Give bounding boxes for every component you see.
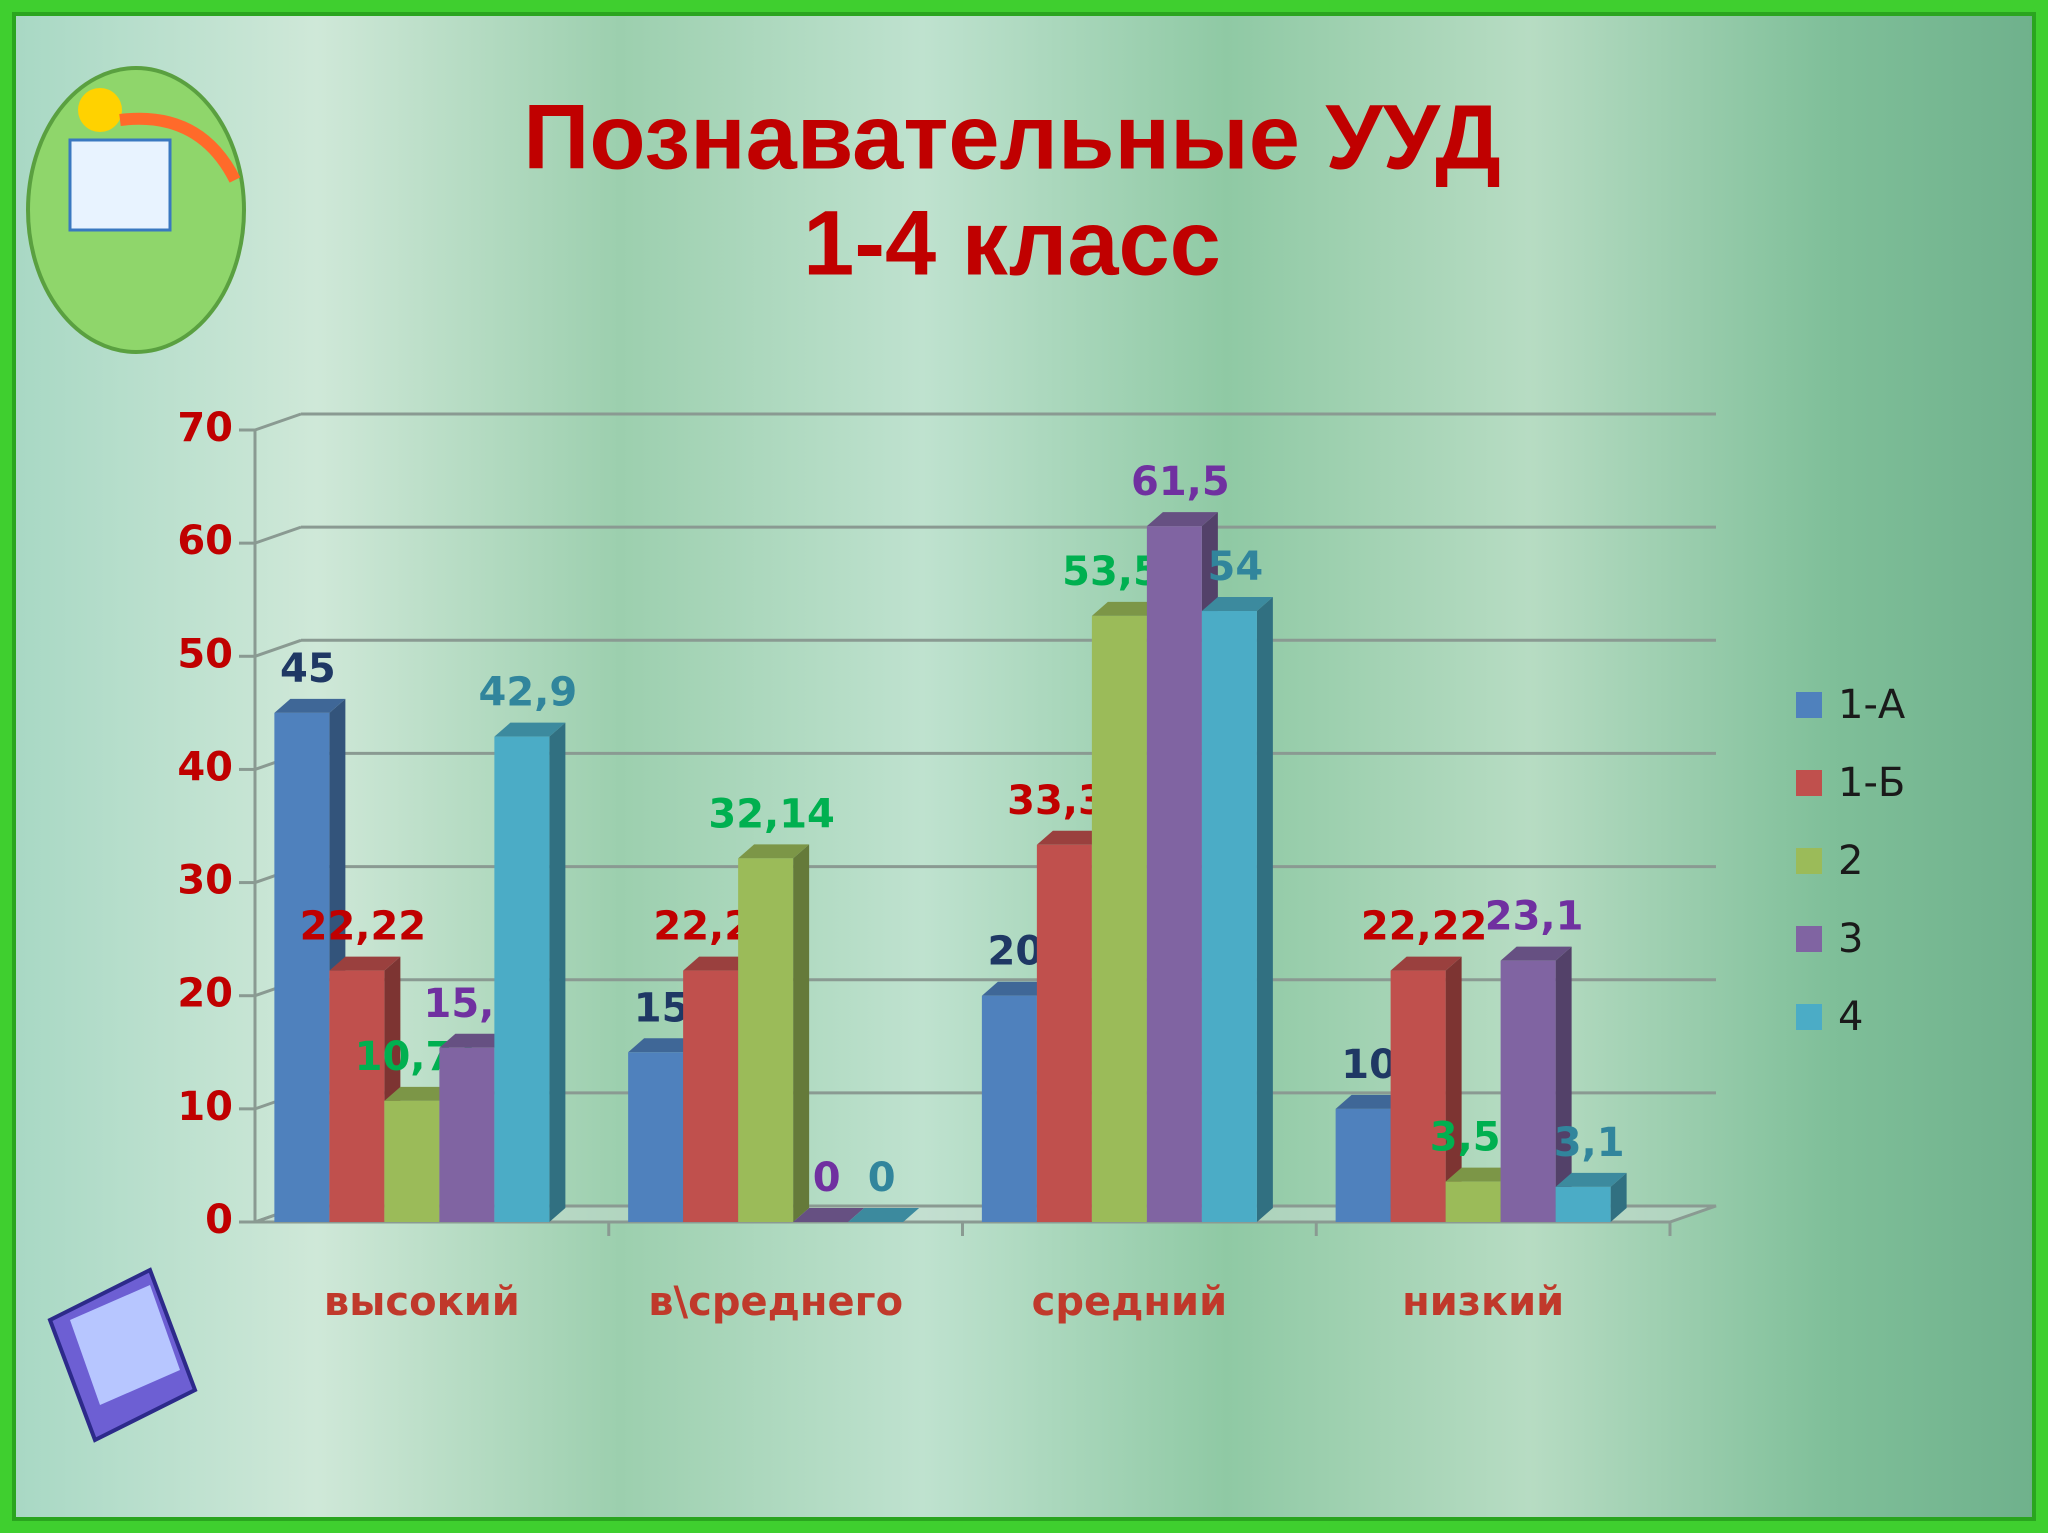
value-label: 23,1 — [1485, 894, 1584, 940]
legend-label: 3 — [1838, 916, 1863, 962]
value-label: 15 — [634, 985, 690, 1031]
bar — [738, 858, 794, 1222]
bar — [494, 736, 550, 1222]
bar — [1555, 1186, 1611, 1222]
bar-top — [793, 1208, 865, 1222]
bar-top — [1555, 1172, 1627, 1187]
bar-top — [274, 698, 346, 713]
legend-label: 1-Б — [1838, 760, 1905, 806]
x-tick-label: в\среднего — [648, 1279, 903, 1325]
bar — [683, 970, 739, 1222]
bar — [981, 995, 1037, 1222]
bar — [1500, 960, 1556, 1222]
bar-top — [848, 1208, 920, 1222]
legend-swatch — [1796, 1004, 1822, 1030]
legend-label: 1-А — [1838, 682, 1906, 728]
bar-side — [1445, 956, 1462, 1222]
bar — [1146, 526, 1202, 1222]
legend-swatch — [1796, 848, 1822, 874]
bar — [1091, 615, 1147, 1222]
bar-top — [1201, 597, 1273, 612]
bar-top — [1335, 1094, 1407, 1109]
bar — [439, 1047, 495, 1222]
bar — [1445, 1181, 1501, 1222]
value-label: 32,14 — [708, 791, 835, 837]
bar — [1335, 1108, 1391, 1222]
bar-side — [1610, 1172, 1627, 1222]
y-tick-label: 20 — [177, 971, 233, 1017]
bar — [1390, 970, 1446, 1222]
bar-top — [1091, 601, 1163, 616]
legend-swatch — [1796, 692, 1822, 718]
bar-top — [1500, 946, 1572, 961]
bar — [628, 1052, 684, 1222]
bar-top — [1445, 1167, 1517, 1182]
value-label: 0 — [868, 1155, 896, 1201]
bar-top — [439, 1033, 511, 1048]
bar — [329, 970, 385, 1222]
bar-top — [1390, 956, 1462, 971]
bar-top — [494, 722, 566, 737]
x-tick-label: высокий — [324, 1279, 520, 1325]
bar-side — [793, 844, 810, 1222]
bar — [274, 712, 330, 1222]
value-label: 54 — [1208, 544, 1264, 590]
background — [12, 12, 2036, 1521]
legend-label: 4 — [1838, 994, 1863, 1040]
value-label: 22,22 — [300, 904, 427, 950]
bar-top — [683, 956, 755, 971]
y-tick-label: 0 — [205, 1197, 233, 1243]
bar-top — [329, 956, 401, 971]
value-label: 10 — [1341, 1042, 1397, 1088]
y-tick-label: 30 — [177, 858, 233, 904]
value-label: 61,5 — [1131, 459, 1230, 505]
bar — [1036, 844, 1092, 1222]
chart-subtitle: 1-4 класс — [803, 192, 1221, 294]
grid-line — [254, 638, 302, 658]
bar-top — [1146, 512, 1218, 527]
grid-line — [254, 525, 302, 545]
legend-swatch — [1796, 770, 1822, 796]
y-tick-label: 60 — [177, 518, 233, 564]
bar-top — [384, 1086, 456, 1101]
value-label: 0 — [813, 1155, 841, 1201]
bar-top — [738, 844, 810, 859]
chart-title: Познавательные УУД — [523, 86, 1501, 188]
x-tick-label: низкий — [1402, 1279, 1564, 1325]
y-tick-label: 10 — [177, 1084, 233, 1130]
bar-side — [549, 722, 566, 1222]
bar-top — [981, 981, 1053, 996]
y-tick-label: 40 — [177, 744, 233, 790]
bar-side — [1555, 946, 1572, 1222]
notebook-icon — [47, 1267, 198, 1443]
x-tick-label: средний — [1032, 1279, 1227, 1325]
y-tick-label: 70 — [177, 405, 233, 451]
value-label: 20 — [988, 929, 1044, 975]
y-tick-label: 50 — [177, 631, 233, 677]
logo — [26, 66, 246, 354]
legend-swatch — [1796, 926, 1822, 952]
value-label: 22,22 — [1361, 904, 1488, 950]
bar — [1201, 611, 1257, 1222]
bar-top — [1036, 830, 1108, 845]
bar — [384, 1100, 440, 1222]
bar-top — [628, 1038, 700, 1053]
value-label: 45 — [280, 646, 336, 692]
legend-label: 2 — [1838, 838, 1863, 884]
bar-side — [1256, 597, 1273, 1222]
value-label: 42,9 — [479, 670, 578, 716]
value-label: 3,1 — [1554, 1120, 1625, 1166]
grid-line — [254, 412, 302, 432]
